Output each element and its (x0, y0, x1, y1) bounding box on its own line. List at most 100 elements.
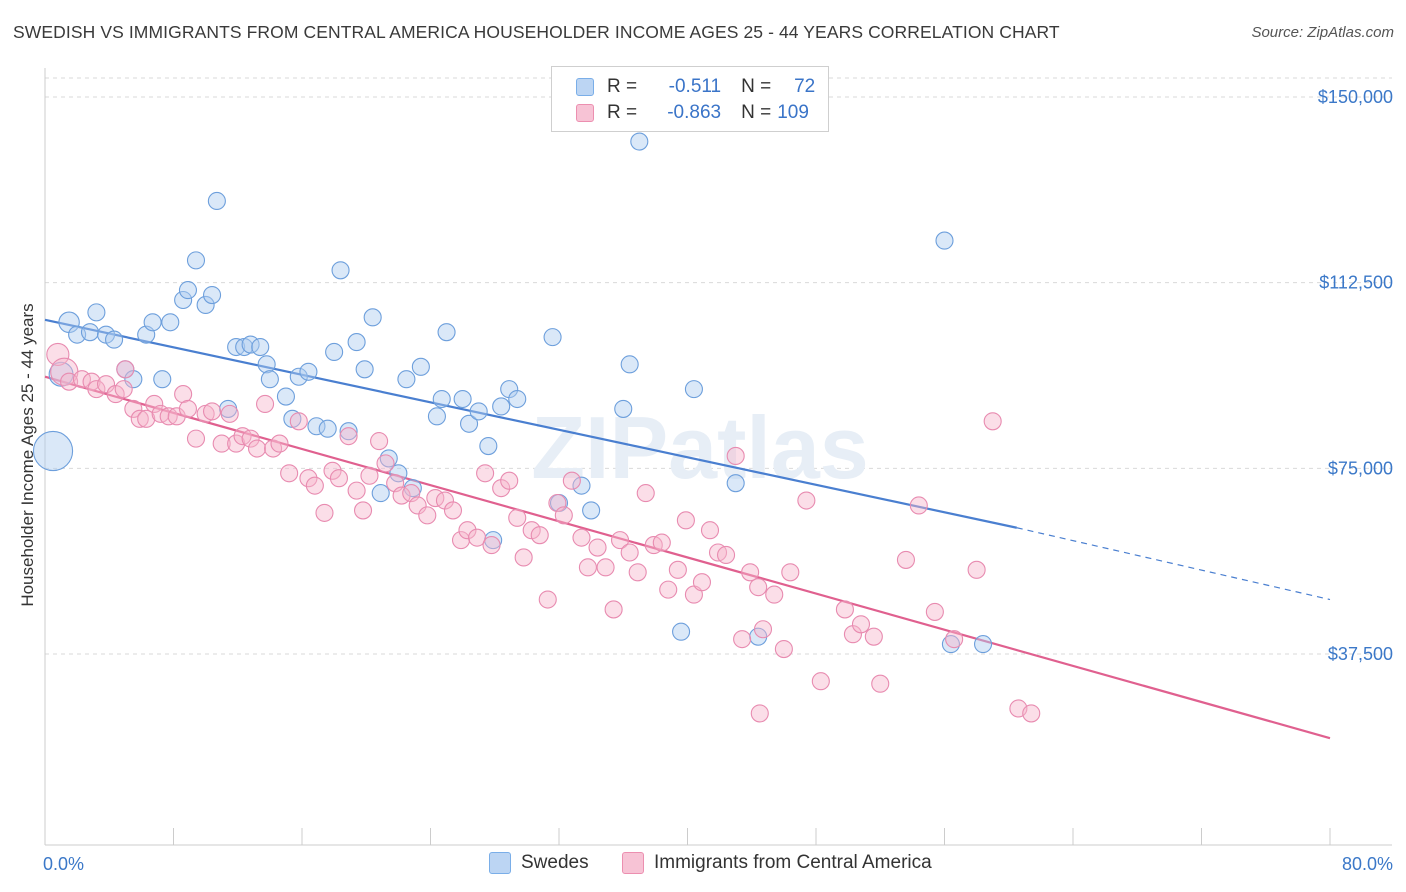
x-tick-label: 80.0% (1342, 854, 1393, 874)
swedes-point (32, 430, 74, 472)
swedes-point (492, 397, 511, 416)
swedes-point (941, 635, 960, 654)
central-america-point (329, 469, 348, 488)
central-america-point (811, 672, 830, 691)
source-label: Source: ZipAtlas.com (1251, 24, 1394, 41)
swedes-point (196, 295, 215, 314)
swedes-point (397, 370, 416, 389)
swedes-point (347, 333, 366, 352)
central-america-point (220, 404, 239, 423)
swedes-point (684, 380, 703, 399)
central-america-point (256, 394, 275, 414)
central-america-point (726, 446, 745, 466)
legend-swatch-central-america (576, 104, 594, 122)
central-america-point (945, 630, 964, 649)
central-america-point (418, 506, 437, 525)
swedes-point (543, 328, 562, 347)
central-america-point (514, 548, 533, 567)
swedes-point (318, 419, 337, 438)
swedes-point (437, 323, 456, 342)
swedes-point (411, 357, 430, 376)
swedes-point (299, 362, 318, 381)
central-america-point (562, 471, 581, 490)
data-points (32, 132, 1041, 723)
swedes-point (582, 501, 601, 520)
central-america-point (765, 585, 784, 604)
central-america-point (620, 543, 639, 562)
swedes-trend-line (44, 318, 1018, 529)
central-america-point (628, 563, 647, 582)
y-tick-label: $75,000 (1328, 458, 1393, 478)
central-america-point (700, 521, 720, 540)
swedes-point (289, 367, 308, 386)
swedes-point (87, 303, 106, 322)
y-tick-label: $112,500 (1319, 273, 1393, 293)
central-america-point (530, 526, 549, 545)
y-tick-label: $150,000 (1318, 87, 1393, 107)
central-america-point (676, 511, 695, 530)
central-america-point (871, 674, 890, 693)
central-america-point (1022, 704, 1041, 723)
axes (44, 68, 1392, 846)
central-america-point (247, 439, 267, 458)
legend-r-label: R = (607, 76, 638, 97)
central-america-point (596, 558, 615, 577)
legend-n-value-swedes: 72 (794, 76, 816, 97)
swedes-point (174, 290, 193, 310)
swedes-point (508, 389, 527, 409)
series-legend-label-central-america: Immigrants from Central America (654, 852, 932, 873)
central-america-point (203, 402, 222, 421)
central-america-point (137, 409, 156, 428)
swedes-trend-extension (1016, 527, 1331, 601)
central-america-point (124, 399, 143, 418)
central-america-point (87, 380, 106, 399)
swedes-point (331, 261, 350, 280)
swedes-point (389, 464, 408, 483)
central-america-point (508, 508, 527, 527)
series-legend-central-america: Immigrants from Central America (622, 852, 932, 874)
swedes-point (614, 399, 633, 418)
swedes-point (153, 370, 172, 389)
central-america-point (835, 600, 854, 619)
series-swatch-swedes (489, 852, 511, 874)
series-swatch-central-america (622, 852, 644, 874)
central-america-point (797, 491, 816, 510)
central-america-point (178, 399, 198, 418)
central-america-point (554, 506, 573, 525)
legend-row-central-america: R = -0.863 N = 109 (576, 100, 821, 126)
swedes-point (572, 476, 591, 495)
central-america-point (96, 375, 116, 394)
swedes-point (672, 622, 691, 641)
swedes-point (257, 355, 276, 374)
swedes-point (186, 251, 206, 270)
swedes-point (363, 308, 382, 327)
central-america-point (212, 434, 231, 453)
central-america-point (145, 394, 164, 414)
swedes-point (459, 414, 479, 433)
central-america-point (741, 563, 760, 582)
central-america-point (909, 496, 928, 515)
legend-r-value-swedes: -0.511 (668, 76, 722, 97)
central-america-point (339, 427, 358, 446)
swedes-point (307, 417, 326, 436)
central-america-point (370, 432, 389, 451)
central-america-point (652, 533, 671, 552)
central-america-point (46, 342, 70, 367)
central-america-point (925, 602, 944, 621)
legend-n-value-central-america: 109 (777, 102, 809, 123)
central-america-point (241, 429, 260, 448)
central-america-point (443, 501, 463, 520)
central-america-point (360, 466, 379, 485)
central-america-point (610, 531, 630, 550)
central-america-point (774, 639, 793, 659)
series-legend-swedes: Swedes (489, 852, 589, 874)
central-america-point (668, 560, 687, 579)
central-america-point (636, 484, 655, 503)
swedes-point (207, 191, 226, 211)
central-america-point (408, 496, 427, 515)
swedes-point (973, 635, 993, 654)
central-america-point (167, 407, 186, 426)
central-america-point (749, 578, 768, 597)
central-america-point (692, 573, 712, 592)
central-america-point (716, 545, 736, 565)
